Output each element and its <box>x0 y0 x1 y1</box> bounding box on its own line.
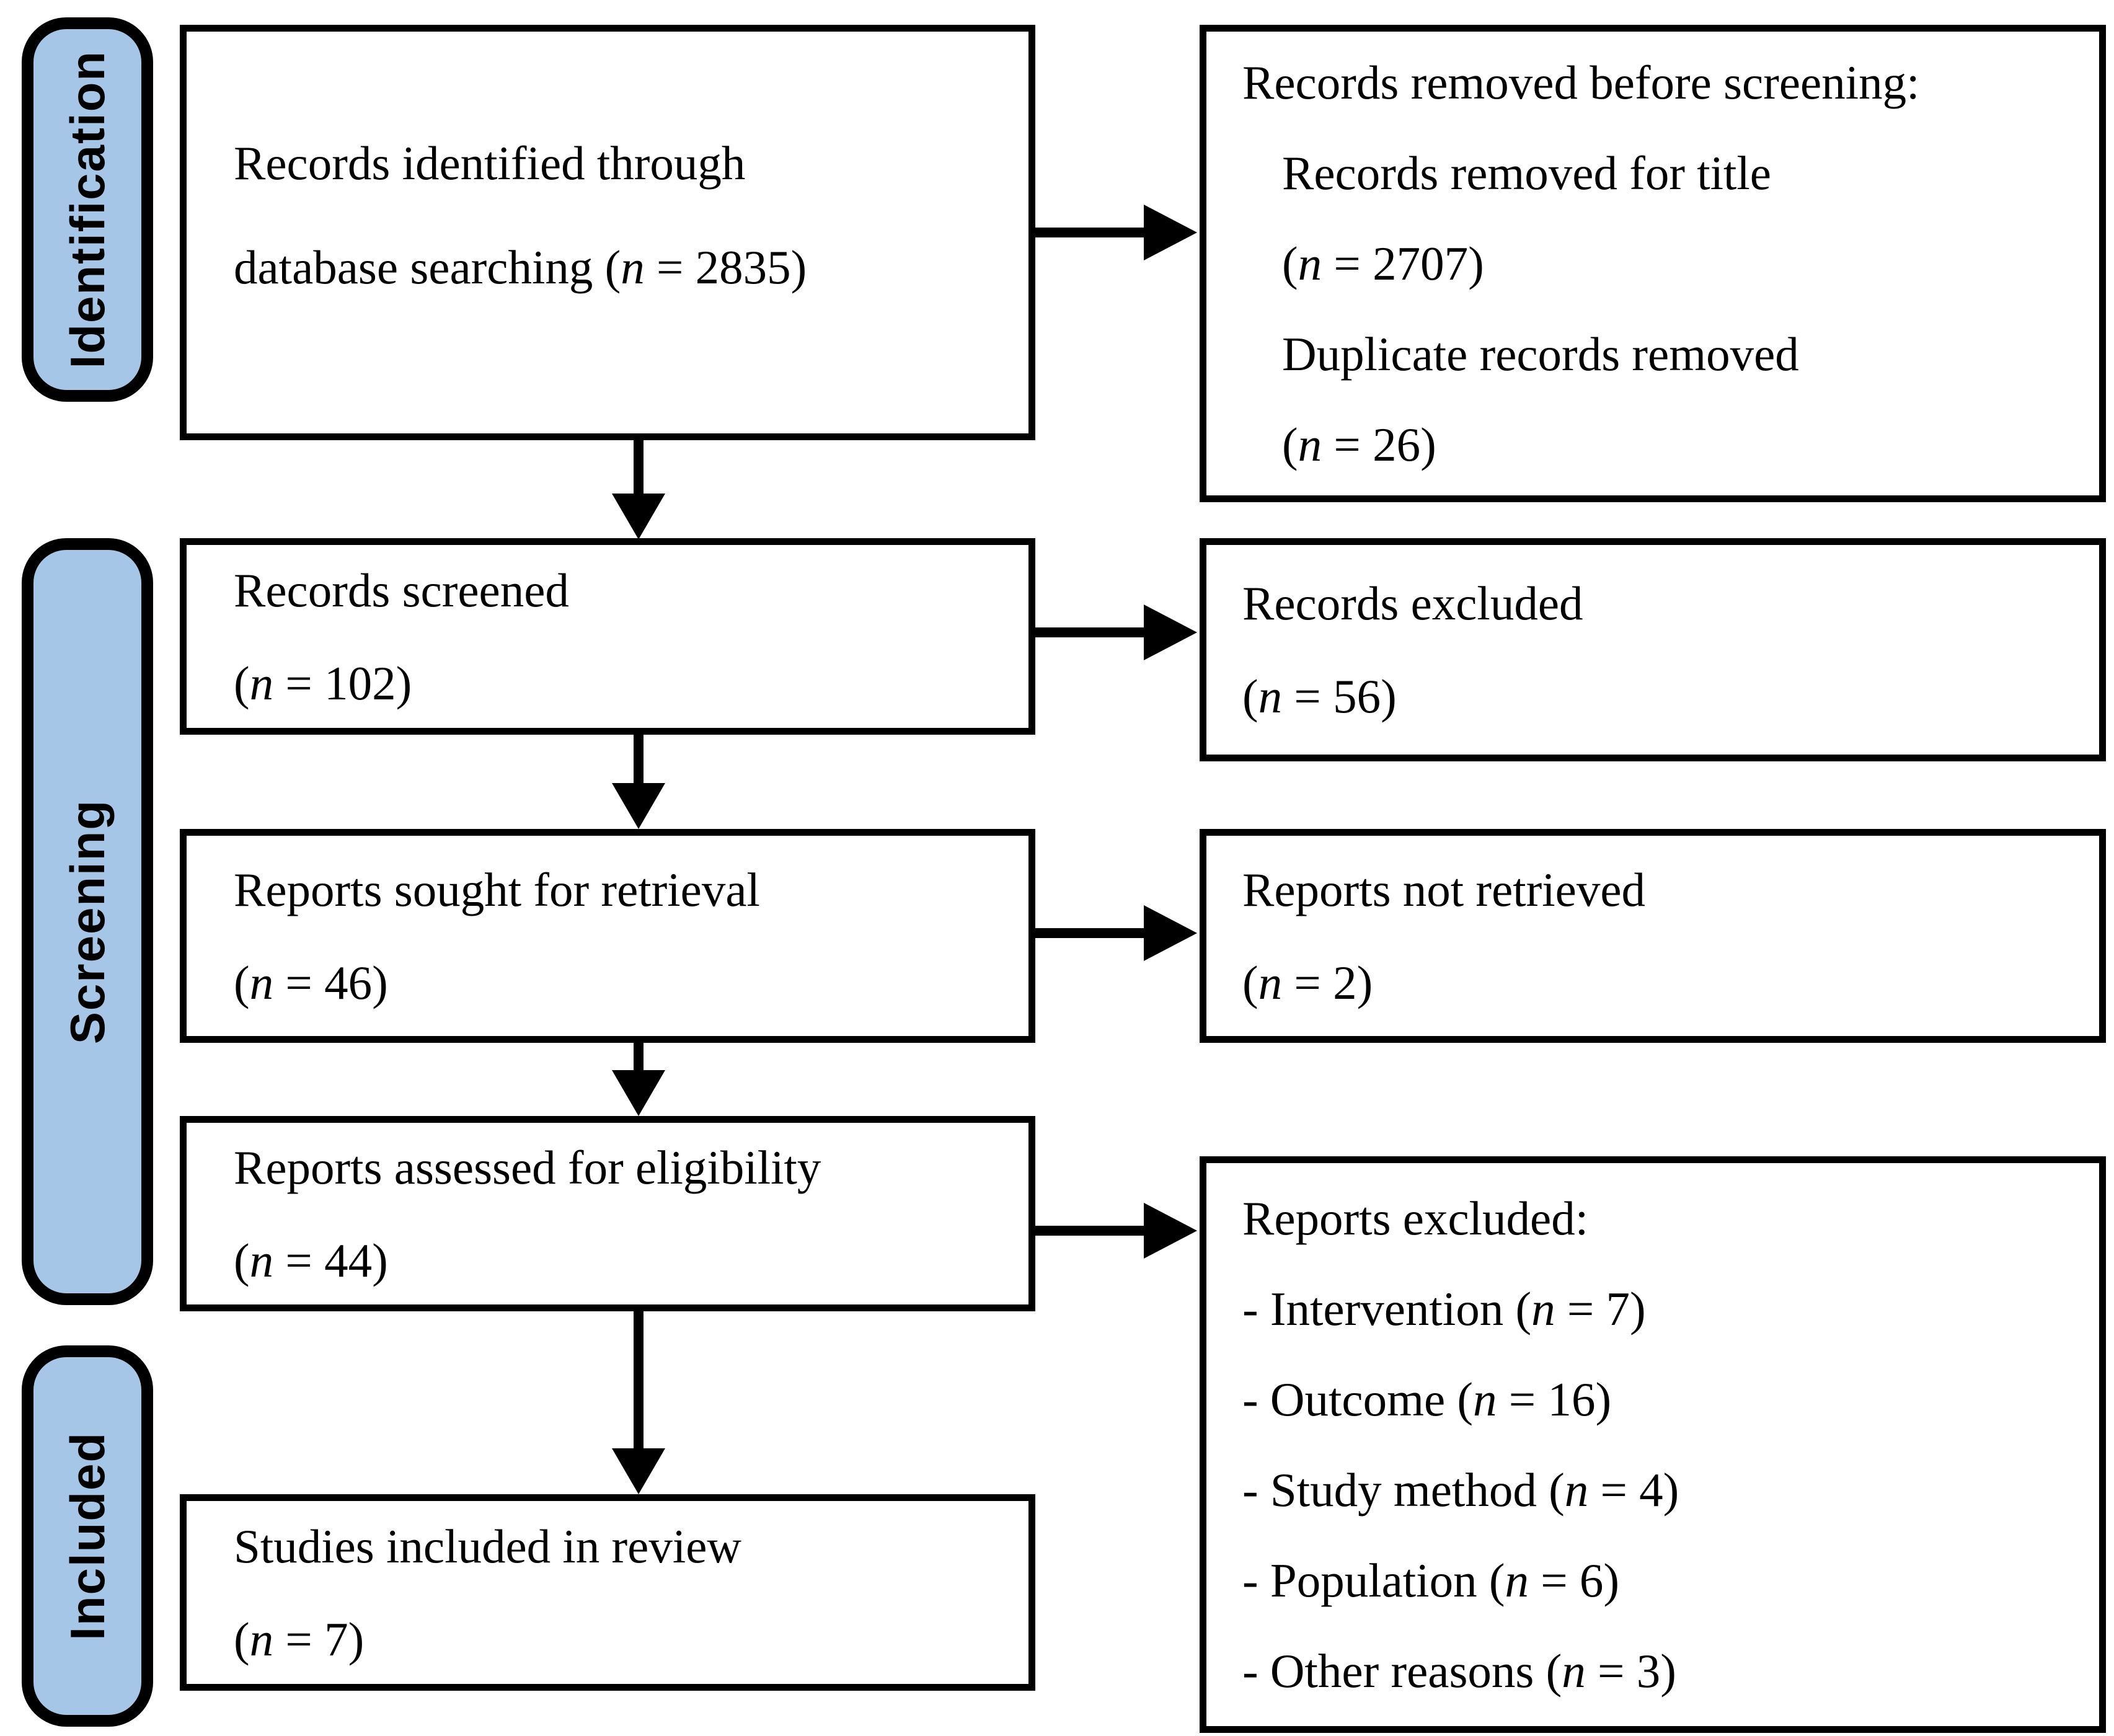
stage-label-included-text: Included <box>60 1432 115 1641</box>
arrow-shaft <box>1034 228 1146 237</box>
box-reports-excluded-reasons: Reports excluded: - Intervention (n = 7) -… <box>1200 1156 2106 1733</box>
arrow-shaft <box>1034 627 1146 637</box>
box-records-excluded: Records excluded (n = 56) <box>1200 538 2106 761</box>
stage-label-screening: Screening <box>22 538 153 1305</box>
arrow-shaft <box>634 732 643 786</box>
arrow-shaft <box>1034 928 1146 938</box>
stage-label-identification: Identification <box>22 17 153 402</box>
arrow-head-right-icon <box>1144 604 1197 660</box>
arrow-shaft <box>634 438 643 496</box>
box-reports-assessed: Reports assessed for eligibility (n = 44) <box>180 1116 1035 1311</box>
arrow-head-down-icon <box>612 783 665 829</box>
stage-label-included: Included <box>22 1345 153 1727</box>
box-records-removed-before-screening: Records removed before screening: Records… <box>1200 25 2106 502</box>
stage-label-identification-text: Identification <box>60 50 115 369</box>
box-reports-not-retrieved: Reports not retrieved (n = 2) <box>1200 829 2106 1043</box>
box-records-screened: Records screened (n = 102) <box>180 538 1035 735</box>
arrow-head-right-icon <box>1144 205 1197 260</box>
arrow-head-right-icon <box>1144 1203 1197 1259</box>
arrow-head-right-icon <box>1144 905 1197 961</box>
box-reports-sought: Reports sought for retrieval (n = 46) <box>180 829 1035 1043</box>
arrow-head-down-icon <box>612 1448 665 1494</box>
arrow-head-down-icon <box>612 1070 665 1116</box>
arrow-head-down-icon <box>612 494 665 539</box>
box-studies-included: Studies included in review (n = 7) <box>180 1494 1035 1691</box>
box-records-identified: Records identified through database searc… <box>180 25 1035 440</box>
arrow-shaft <box>1034 1226 1146 1236</box>
arrow-shaft <box>634 1040 643 1073</box>
stage-label-screening-text: Screening <box>60 799 115 1045</box>
arrow-shaft <box>634 1309 643 1451</box>
